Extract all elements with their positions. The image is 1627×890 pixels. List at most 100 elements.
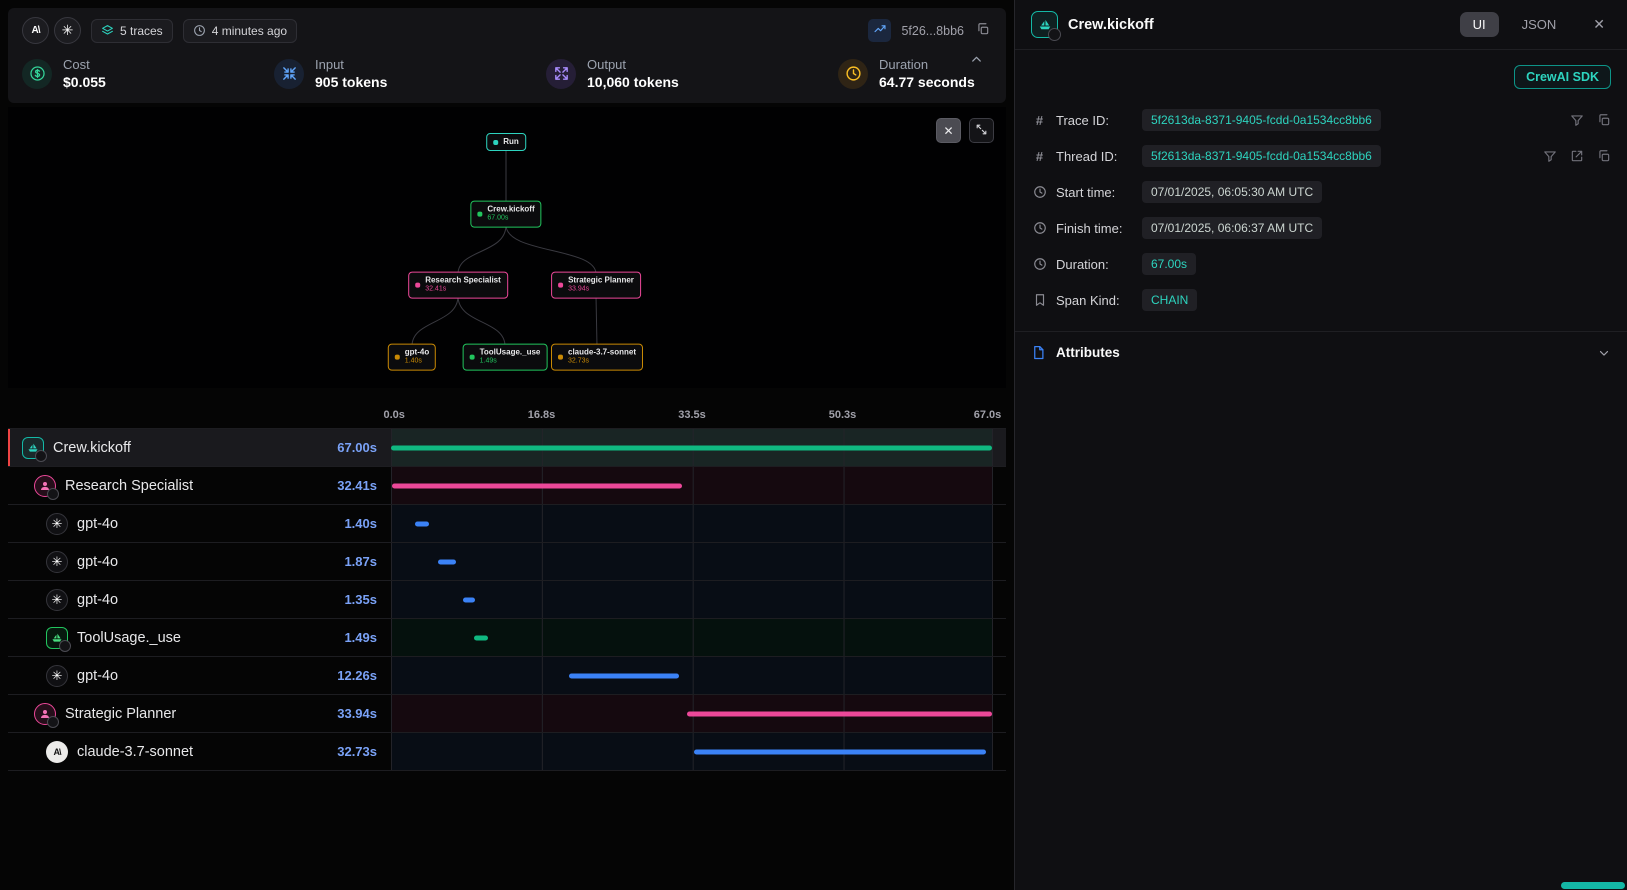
- traces-count-badge[interactable]: 5 traces: [91, 19, 173, 43]
- copy-trace-id-button[interactable]: [974, 20, 992, 41]
- node-label: Strategic Planner: [568, 276, 634, 286]
- node-type-icon: [558, 355, 563, 360]
- openai-icon: ✳: [46, 589, 68, 611]
- graph-controls: ✕: [936, 118, 994, 143]
- timeline-rows: Crew.kickoff 67.00s Research Specialist …: [8, 428, 1006, 771]
- duration-bar[interactable]: [463, 597, 476, 602]
- field-label: Trace ID:: [1056, 113, 1142, 128]
- filter-icon[interactable]: [1543, 149, 1557, 163]
- span-name: ToolUsage._use: [77, 630, 181, 646]
- duration-bar[interactable]: [569, 673, 679, 678]
- field-value[interactable]: 07/01/2025, 06:06:37 AM UTC: [1142, 217, 1322, 239]
- span-duration: 1.35s: [344, 592, 377, 607]
- span-duration: 1.49s: [344, 630, 377, 645]
- timeline-row[interactable]: Crew.kickoff 67.00s: [8, 429, 1006, 467]
- timeline-track: [391, 543, 993, 580]
- traces-count-label: 5 traces: [120, 24, 163, 38]
- node-label: Crew.kickoff: [487, 205, 534, 215]
- axis-tick: 50.3s: [829, 409, 857, 421]
- duration-bar[interactable]: [438, 559, 455, 564]
- node-label: claude-3.7-sonnet: [568, 348, 636, 358]
- clock-icon: [193, 24, 206, 37]
- external-link-icon[interactable]: [1570, 149, 1584, 163]
- span-duration: 67.00s: [337, 440, 377, 455]
- span-name: claude-3.7-sonnet: [77, 744, 193, 760]
- timeline-track: [391, 619, 993, 656]
- scrollbar-thumb[interactable]: [1561, 882, 1625, 889]
- metrics-icon-button[interactable]: [868, 19, 891, 42]
- panel-close-icon[interactable]: ✕: [1587, 15, 1611, 34]
- trace-main-panel: A\ ✳ 5 traces 4 minutes ago 5f26...8bb6: [0, 0, 1014, 890]
- graph-node-claude-3-7-sonnet[interactable]: claude-3.7-sonnet32.73s: [551, 344, 643, 371]
- span-duration: 33.94s: [337, 706, 377, 721]
- field-value[interactable]: CHAIN: [1142, 289, 1197, 311]
- graph-expand-button[interactable]: [969, 118, 994, 143]
- duration-bar[interactable]: [392, 483, 682, 488]
- timeline-row[interactable]: ToolUsage._use 1.49s: [8, 619, 1006, 657]
- field-value[interactable]: 5f2613da-8371-9405-fcdd-0a1534cc8bb6: [1142, 109, 1381, 131]
- agent-icon: [34, 703, 56, 725]
- span-name: Research Specialist: [65, 478, 193, 494]
- span-name: gpt-4o: [77, 592, 118, 608]
- graph-node-toolusage-use[interactable]: ToolUsage._use1.49s: [463, 344, 548, 371]
- timeline-row[interactable]: Strategic Planner 33.94s: [8, 695, 1006, 733]
- stat-duration: Duration 64.77 seconds: [838, 57, 975, 90]
- node-type-icon: [395, 355, 400, 360]
- timeline-row[interactable]: ✳ gpt-4o 1.87s: [8, 543, 1006, 581]
- clock-icon: [1031, 221, 1048, 235]
- timeline-row[interactable]: ✳ gpt-4o 1.40s: [8, 505, 1006, 543]
- copy-icon[interactable]: [1597, 113, 1611, 127]
- bookmark-icon: [1031, 293, 1048, 307]
- filter-icon[interactable]: [1570, 113, 1584, 127]
- hash-icon: #: [1031, 113, 1048, 128]
- openai-icon: ✳: [46, 551, 68, 573]
- node-label: Research Specialist: [425, 276, 501, 286]
- duration-bar[interactable]: [415, 521, 429, 526]
- graph-node-crew-kickoff[interactable]: Crew.kickoff67.00s: [470, 201, 541, 228]
- trace-graph-panel: ✕ Run Crew.kickoff67.00s Research Speciali…: [8, 107, 1006, 388]
- timeline-row[interactable]: ✳ gpt-4o 12.26s: [8, 657, 1006, 695]
- tab-json[interactable]: JSON: [1509, 12, 1570, 37]
- chevron-down-icon: [1597, 346, 1611, 360]
- span-detail-panel: Crew.kickoff UI JSON ✕ CrewAI SDK # Trac…: [1014, 0, 1627, 890]
- timeline-row[interactable]: ✳ gpt-4o 1.35s: [8, 581, 1006, 619]
- stat-cost: Cost $0.055: [22, 57, 274, 90]
- field-value[interactable]: 5f2613da-8371-9405-fcdd-0a1534cc8bb6: [1142, 145, 1381, 167]
- collapse-stats-button[interactable]: [963, 51, 990, 71]
- timeline-row[interactable]: A\ claude-3.7-sonnet 32.73s: [8, 733, 1006, 771]
- sdk-row: CrewAI SDK: [1015, 50, 1627, 98]
- timeline-track: [391, 581, 993, 618]
- graph-node-research-specialist[interactable]: Research Specialist32.41s: [408, 272, 508, 299]
- graph-node-run[interactable]: Run: [486, 133, 526, 151]
- duration-bar[interactable]: [391, 445, 992, 450]
- graph-node-gpt-4o[interactable]: gpt-4o1.40s: [388, 344, 436, 371]
- detail-field: Start time: 07/01/2025, 06:05:30 AM UTC: [1031, 174, 1611, 210]
- detail-field: Span Kind: CHAIN: [1031, 282, 1611, 318]
- duration-bar[interactable]: [474, 635, 488, 640]
- duration-bar[interactable]: [687, 711, 992, 716]
- span-name: gpt-4o: [77, 554, 118, 570]
- node-type-icon: [558, 283, 563, 288]
- field-value[interactable]: 07/01/2025, 06:05:30 AM UTC: [1142, 181, 1322, 203]
- timeline-track: [391, 467, 993, 504]
- detail-fields: # Trace ID: 5f2613da-8371-9405-fcdd-0a15…: [1015, 98, 1627, 331]
- attributes-label: Attributes: [1056, 345, 1587, 360]
- span-duration: 32.41s: [337, 478, 377, 493]
- tab-ui[interactable]: UI: [1460, 12, 1499, 37]
- detail-field: # Trace ID: 5f2613da-8371-9405-fcdd-0a15…: [1031, 102, 1611, 138]
- stat-output-value: 10,060 tokens: [587, 74, 679, 90]
- span-duration: 1.87s: [344, 554, 377, 569]
- attributes-section-header[interactable]: Attributes: [1015, 332, 1627, 373]
- timeline-row[interactable]: Research Specialist 32.41s: [8, 467, 1006, 505]
- duration-bar[interactable]: [694, 749, 986, 754]
- copy-icon[interactable]: [1597, 149, 1611, 163]
- sdk-badge[interactable]: CrewAI SDK: [1514, 65, 1611, 89]
- graph-close-button[interactable]: ✕: [936, 118, 961, 143]
- span-duration: 1.40s: [344, 516, 377, 531]
- node-label: gpt-4o: [405, 348, 429, 358]
- timeline-track: [391, 429, 993, 466]
- field-value[interactable]: 67.00s: [1142, 253, 1196, 275]
- node-label: Run: [503, 137, 519, 147]
- stat-output: Output 10,060 tokens: [546, 57, 838, 90]
- graph-node-strategic-planner[interactable]: Strategic Planner33.94s: [551, 272, 641, 299]
